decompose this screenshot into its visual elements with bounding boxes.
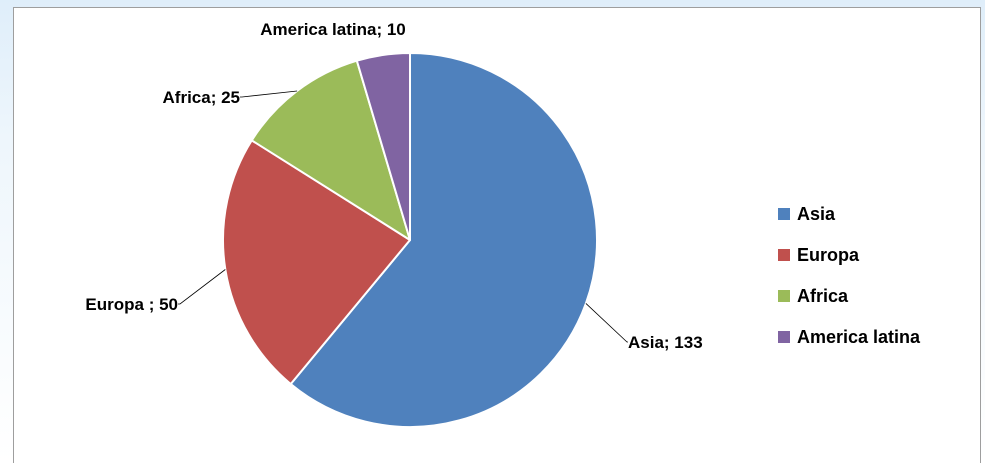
legend-swatch-europa bbox=[778, 249, 790, 261]
data-labels: Asia; 133 Europa ; 50 Africa; 25 America la… bbox=[85, 20, 702, 352]
legend-label-africa: Africa bbox=[797, 286, 849, 306]
data-label-asia: Asia; 133 bbox=[628, 333, 703, 352]
legend-label-europa: Europa bbox=[797, 245, 860, 265]
pie-slices bbox=[222, 52, 598, 428]
legend: Asia Europa Africa America latina bbox=[778, 204, 921, 347]
pie-slice-america-latina bbox=[355, 52, 411, 241]
legend-swatch-africa bbox=[778, 290, 790, 302]
data-label-america-latina: America latina; 10 bbox=[260, 20, 406, 39]
leader-lines bbox=[178, 90, 628, 343]
legend-label-america-latina: America latina bbox=[797, 327, 921, 347]
legend-label-asia: Asia bbox=[797, 204, 836, 224]
leader-line-asia bbox=[585, 303, 628, 343]
pie-slice-asia bbox=[289, 52, 598, 428]
pie-slice-europa bbox=[222, 139, 411, 386]
data-label-africa: Africa; 25 bbox=[163, 88, 240, 107]
leader-line-africa bbox=[240, 90, 298, 98]
leader-line-europa bbox=[178, 269, 226, 305]
legend-swatch-america-latina bbox=[778, 331, 790, 343]
legend-swatch-asia bbox=[778, 208, 790, 220]
data-label-europa: Europa ; 50 bbox=[85, 295, 178, 314]
